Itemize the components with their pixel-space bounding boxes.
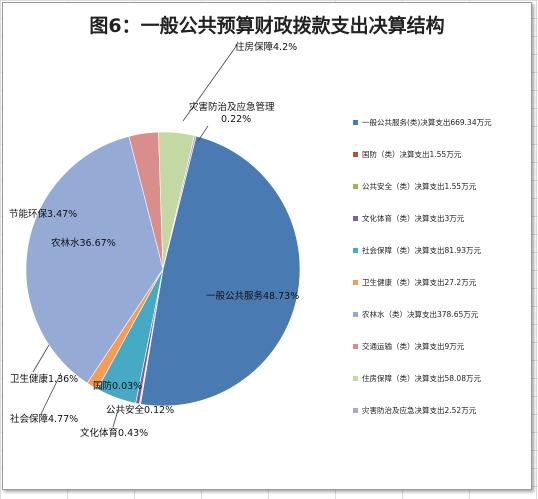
legend-entry: 卫生健康（类）决算支出27.2万元	[362, 277, 477, 287]
pie-slice	[162, 135, 197, 270]
leader-line	[112, 406, 120, 428]
legend-swatch	[353, 184, 358, 189]
slice-label: 文化体育0.43%	[80, 427, 148, 439]
chart-area[interactable]: 图6：一般公共预算财政拨款支出决算结构 一般公共服务48.73% 国防0.03% 公…	[2, 2, 532, 490]
slice-label: 社会保障4.77%	[10, 413, 78, 425]
legend-entry: 住房保障（类）决算支出58.08万元	[362, 373, 481, 383]
legend-swatch	[353, 376, 358, 381]
slice-label: 农林水36.67%	[51, 237, 116, 249]
pie-slice	[25, 135, 164, 384]
leader-line	[182, 44, 238, 122]
legend-swatch	[353, 408, 358, 413]
pie-chart: 一般公共服务48.73%国防0.03%公共安全0.12%文化体育0.43%社会保…	[9, 41, 492, 439]
legend-swatch	[353, 248, 358, 253]
slice-label: 0.22%	[221, 114, 251, 125]
slice-label: 公共安全0.12%	[106, 404, 174, 416]
legend-swatch	[353, 280, 358, 285]
legend-entry: 农林水（类）决算支出378.65万元	[362, 309, 479, 319]
leader-line	[197, 125, 209, 142]
legend-swatch	[353, 312, 358, 317]
slice-label: 住房保障4.2%	[235, 41, 297, 53]
legend-swatch	[353, 344, 358, 349]
legend-swatch	[353, 216, 358, 221]
slice-label: 灾害防治及应急管理	[189, 101, 275, 113]
slice-label: 国防0.03%	[93, 380, 142, 392]
legend-entry: 社会保障（类）决算支出81.93万元	[362, 245, 481, 255]
legend-swatch	[353, 152, 358, 157]
slice-label: 卫生健康1.36%	[10, 373, 78, 385]
leader-line	[32, 344, 50, 373]
legend-entry: 一般公共服务(类)决算支出669.34万元	[362, 117, 492, 127]
pie-slice	[140, 135, 301, 407]
chart-title: 图6：一般公共预算财政拨款支出决算结构	[89, 15, 445, 37]
leader-line	[40, 372, 62, 415]
slice-label: 一般公共服务48.73%	[206, 290, 299, 302]
legend-swatch	[353, 120, 358, 125]
slice-label: 节能环保3.47%	[9, 208, 77, 220]
legend-entry: 灾害防治及应急决算支出2.52万元	[362, 405, 477, 415]
legend-entry: 交通运输（类）决算支出9万元	[362, 341, 465, 351]
legend-entry: 国防（类）决算支出1.55万元	[362, 149, 462, 159]
legend-entry: 公共安全（类）决算支出1.55万元	[362, 181, 477, 191]
legend-entry: 文化体育（类）决算支出3万元	[362, 213, 465, 223]
